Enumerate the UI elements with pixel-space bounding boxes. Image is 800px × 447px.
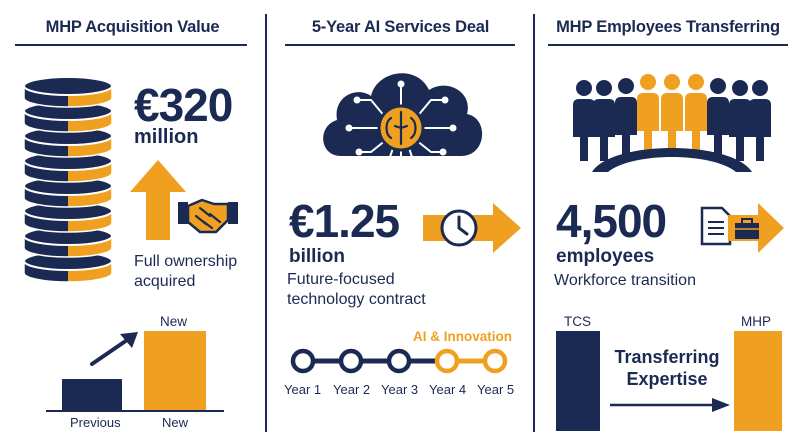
- people-group-icon: [573, 74, 771, 161]
- tcs-bar: [556, 331, 600, 431]
- acquisition-description: Full ownership acquired: [134, 253, 238, 290]
- acquisition-value: €320: [134, 79, 233, 131]
- deal-description: Future-focused technology contract: [287, 271, 426, 308]
- panel-divider-right: [533, 14, 535, 432]
- ai-services-deal-panel: 5-Year AI Services Deal €1.25 billion Fu…: [267, 0, 534, 447]
- handshake-icon: [178, 198, 238, 234]
- up-arrow-icon: [130, 160, 186, 240]
- acquisition-unit: million: [134, 126, 199, 148]
- employee-description: Workforce transition: [554, 272, 696, 289]
- transfer-arrow-icon: [610, 398, 730, 412]
- ai-cloud-brain-icon: [323, 73, 483, 174]
- to-label-mhp: MHP: [741, 314, 771, 329]
- timeline-label-year-2: Year 2: [333, 382, 371, 397]
- timeline-node-4: [434, 348, 460, 374]
- timeline-node-2: [338, 348, 364, 374]
- transfer-label: Transferring Expertise: [614, 347, 720, 389]
- bar-label-new: New: [162, 415, 189, 430]
- employee-count: 4,500: [556, 195, 667, 247]
- panel-title: 5-Year AI Services Deal: [311, 18, 490, 36]
- timeline-node-5: [482, 348, 508, 374]
- timeline-label-year-3: Year 3: [381, 382, 419, 397]
- coin-stack-icon: [23, 76, 113, 283]
- employee-unit: employees: [556, 246, 655, 267]
- timeline: [290, 348, 508, 374]
- bar-label-previous: Previous: [70, 415, 121, 430]
- acquisition-value-panel: MHP Acquisition Value €320 million Full …: [0, 0, 265, 447]
- trend-arrow-icon: [90, 332, 138, 366]
- bridge-icon: [592, 148, 752, 172]
- panel-title: MHP Acquisition Value: [45, 18, 220, 36]
- deal-unit: billion: [289, 246, 345, 267]
- deal-value: €1.25: [289, 195, 400, 247]
- title-rule: [548, 44, 788, 46]
- bar-previous: [62, 379, 122, 410]
- from-label-tcs: TCS: [564, 314, 591, 329]
- title-rule: [15, 44, 247, 46]
- panel-divider-left: [265, 14, 267, 432]
- employees-transferring-panel: MHP Employees Transferring 4,500 employe…: [536, 0, 800, 447]
- briefcase-icon: [735, 218, 759, 239]
- bar-new: [144, 331, 206, 410]
- ai-innovation-tag: AI & Innovation: [413, 329, 512, 344]
- timeline-node-3: [386, 348, 412, 374]
- panel-title: MHP Employees Transferring: [556, 18, 780, 36]
- timeline-label-year-1: Year 1: [284, 382, 322, 397]
- mhp-bar: [734, 331, 782, 431]
- timeline-label-year-4: Year 4: [429, 382, 467, 397]
- bar-baseline: [46, 410, 224, 412]
- bar-label-new-top: New: [160, 314, 188, 329]
- timeline-node-1: [290, 348, 316, 374]
- timeline-label-year-5: Year 5: [477, 382, 515, 397]
- title-rule: [285, 44, 515, 46]
- clock-arrow-icon: [423, 203, 521, 253]
